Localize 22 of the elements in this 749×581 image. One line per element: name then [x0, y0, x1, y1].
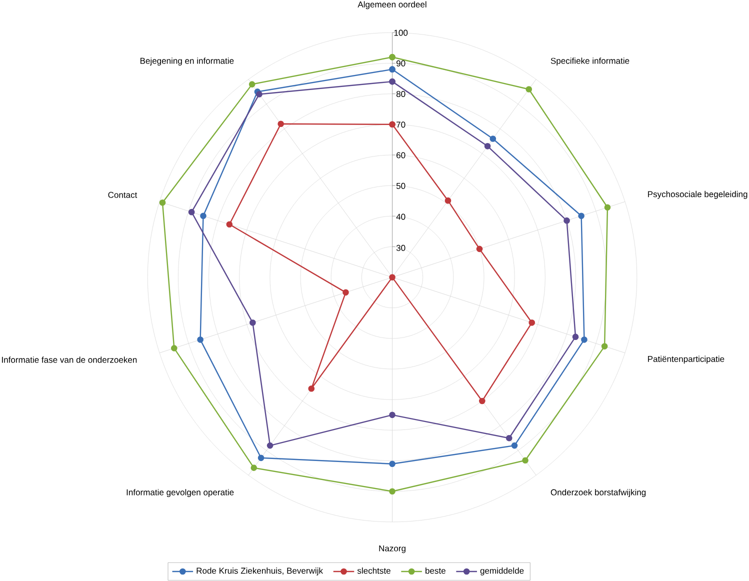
spoke-label: Specifieke informatie [550, 58, 630, 66]
legend-label: beste [426, 568, 446, 574]
legend-label: gemiddelde [480, 568, 524, 576]
y-tick-label: 90 [396, 60, 406, 67]
spoke-label: Informatie fase van de onderzoeken [2, 356, 137, 364]
spoke-label: Bejegening en informatie [140, 58, 234, 66]
spoke-label: Contact [108, 192, 138, 198]
y-tick-label: 70 [396, 122, 406, 128]
y-tick-label: 30 [396, 245, 406, 252]
y-tick-label: 50 [396, 183, 406, 190]
legend-label: Rode Kruis Ziekenhuis, Beverwijk [196, 568, 324, 576]
spoke-label: Informatie gevolgen operatie [126, 489, 234, 498]
spoke-label: Algemeen oordeel [358, 1, 426, 10]
y-tick-label: 100 [394, 30, 408, 36]
y-tick-label: 60 [396, 152, 406, 158]
spoke-label: Onderzoek borstafwijking [550, 489, 646, 498]
y-tick-label: 40 [396, 214, 406, 220]
y-tick-label: 80 [396, 91, 406, 98]
spoke-label: Psychosociale begeleiding [648, 191, 748, 200]
spoke-label: Nazorg [379, 546, 406, 554]
spoke-label: Patiëntenparticipatie [648, 356, 724, 364]
legend-label: slechtste [357, 568, 390, 574]
